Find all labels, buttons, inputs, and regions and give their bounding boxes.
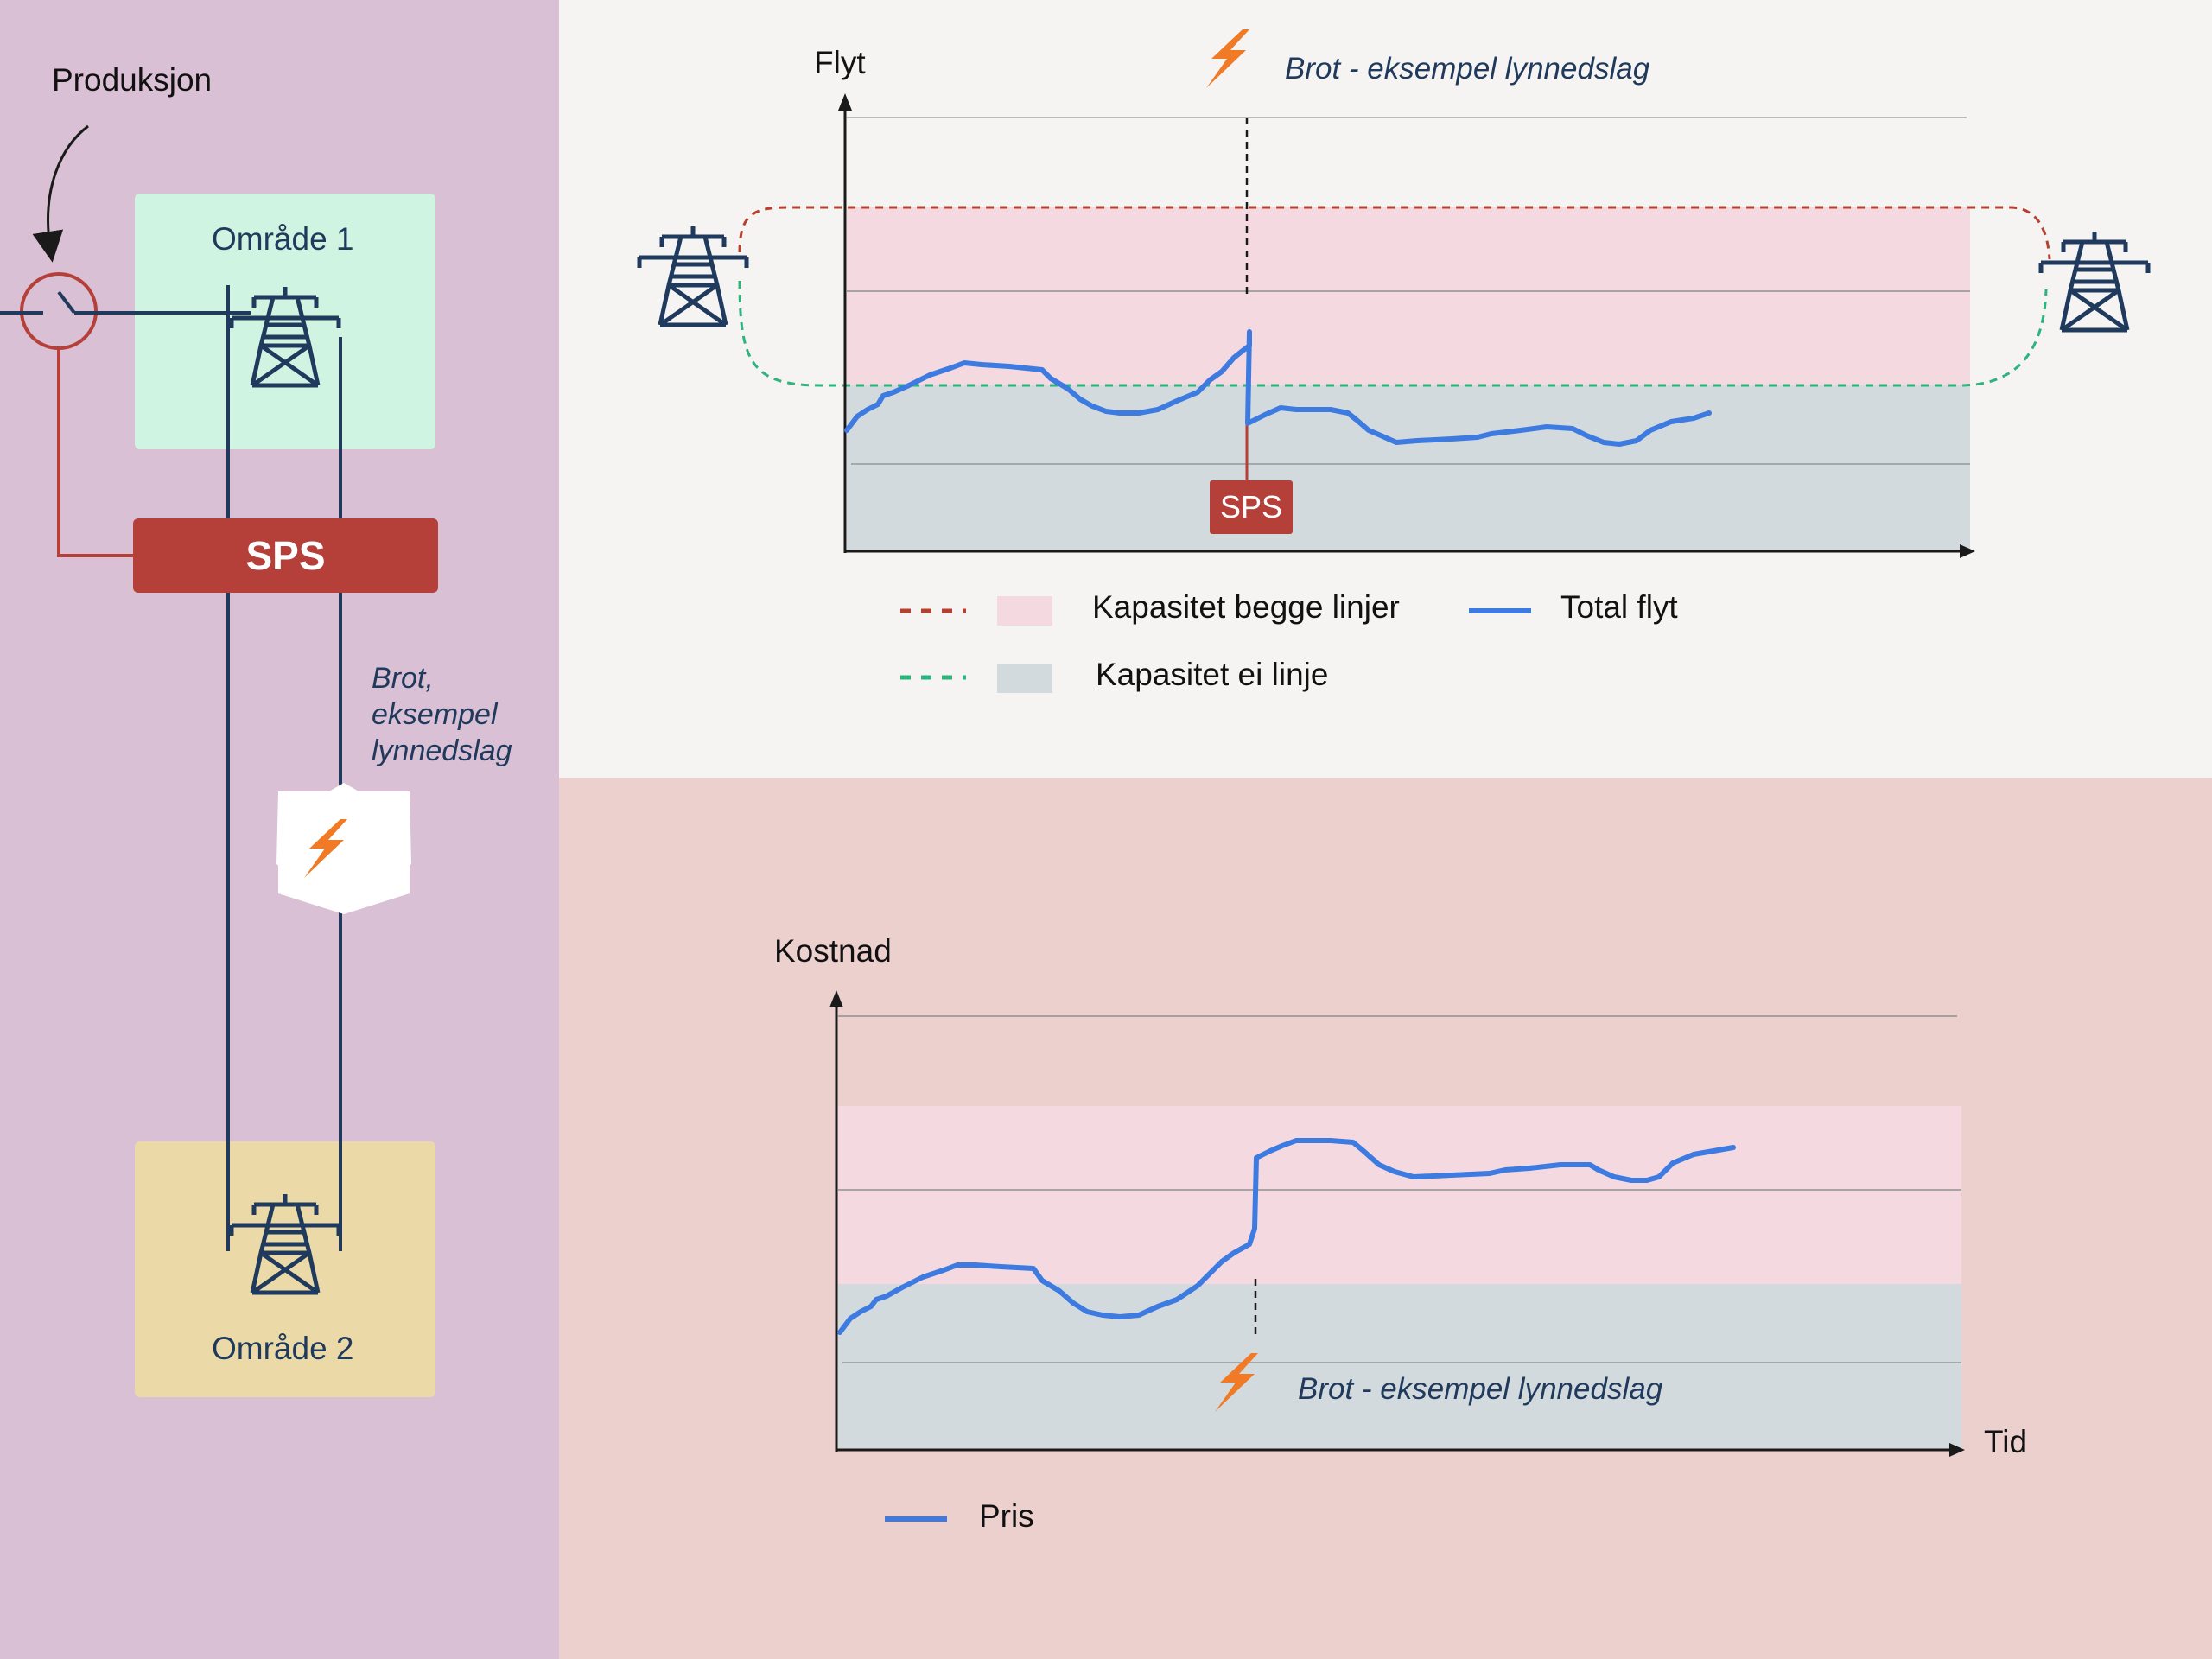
lightning-break-icon [276, 783, 411, 914]
tower-left-icon [639, 226, 747, 325]
top-bolt-icon [1206, 29, 1249, 88]
break-label-line-1: Brot, [372, 662, 434, 695]
sps-signal-line [57, 348, 135, 557]
sps-tag-label: SPS [1219, 489, 1283, 524]
legend-capacity-one-label: Kapasitet ei linje [1096, 657, 1329, 692]
legend-total-flow-label: Total flyt [1560, 589, 1678, 625]
produksjon-label: Produksjon [52, 62, 213, 98]
area-1-box [135, 194, 435, 449]
capacity-one-line [738, 280, 2048, 387]
area-2-label: Område 2 [212, 1331, 354, 1366]
sps-label: SPS [245, 533, 326, 578]
tower-area-2-icon [232, 1194, 339, 1293]
bottom-chart [830, 990, 1965, 1522]
top-event-label: Brot - eksempel lynnedslag [1285, 52, 1650, 86]
total-flow-line [844, 329, 1712, 447]
generator-switch-icon [0, 272, 251, 350]
sps-tag: SPS [1210, 480, 1293, 534]
top-chart [639, 29, 2148, 693]
produksjon-arrow [32, 124, 89, 263]
price-line [837, 1138, 1736, 1335]
tower-right-icon [2041, 232, 2148, 330]
break-label-line-3: lynnedslag [372, 734, 512, 767]
area-1-label: Område 1 [212, 221, 354, 257]
legend-price-label: Pris [979, 1498, 1034, 1534]
top-y-axis-label: Flyt [814, 45, 866, 80]
tower-area-1-icon [226, 287, 339, 385]
bottom-x-axis-label: Tid [1984, 1424, 2028, 1459]
bottom-event-label: Brot - eksempel lynnedslag [1298, 1372, 1663, 1406]
legend-capacity-both-fill [997, 596, 1052, 626]
bottom-y-axis-label: Kostnad [774, 933, 892, 969]
legend-capacity-both-label: Kapasitet begge linjer [1092, 589, 1400, 625]
sps-box: SPS [133, 518, 438, 593]
legend-capacity-one-fill [997, 664, 1052, 693]
break-label-line-2: eksempel [372, 698, 498, 731]
